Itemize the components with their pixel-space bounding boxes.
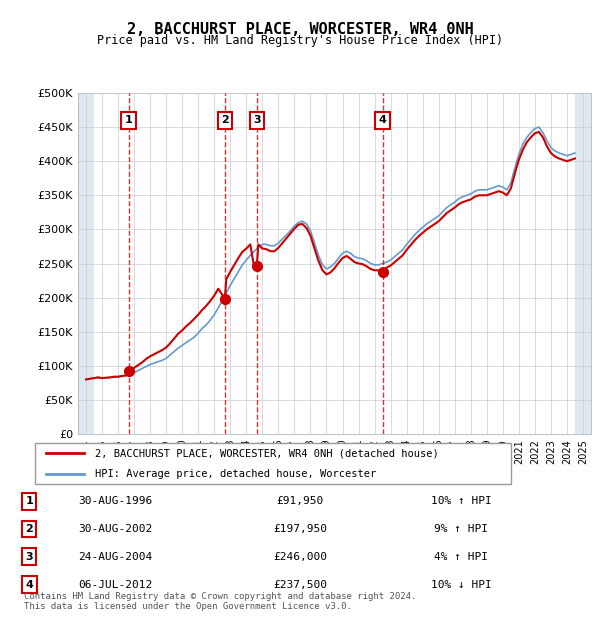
Text: 1: 1 [125,115,133,125]
Text: £237,500: £237,500 [273,580,327,590]
Text: 4% ↑ HPI: 4% ↑ HPI [434,552,488,562]
Text: 24-AUG-2004: 24-AUG-2004 [79,552,153,562]
Text: Price paid vs. HM Land Registry's House Price Index (HPI): Price paid vs. HM Land Registry's House … [97,34,503,47]
Text: 2, BACCHURST PLACE, WORCESTER, WR4 0NH: 2, BACCHURST PLACE, WORCESTER, WR4 0NH [127,22,473,37]
Text: 9% ↑ HPI: 9% ↑ HPI [434,524,488,534]
Text: 3: 3 [253,115,260,125]
Text: Contains HM Land Registry data © Crown copyright and database right 2024.
This d: Contains HM Land Registry data © Crown c… [23,591,416,611]
Text: 10% ↓ HPI: 10% ↓ HPI [431,580,491,590]
Text: 2, BACCHURST PLACE, WORCESTER, WR4 0NH (detached house): 2, BACCHURST PLACE, WORCESTER, WR4 0NH (… [95,448,439,458]
Text: 06-JUL-2012: 06-JUL-2012 [79,580,153,590]
Text: 30-AUG-1996: 30-AUG-1996 [79,496,153,506]
Bar [78,93,94,434]
Text: 10% ↑ HPI: 10% ↑ HPI [431,496,491,506]
Text: 2: 2 [221,115,229,125]
Text: £246,000: £246,000 [273,552,327,562]
Text: HPI: Average price, detached house, Worcester: HPI: Average price, detached house, Worc… [95,469,376,479]
Bar [575,93,591,434]
Text: 1: 1 [25,496,33,506]
Text: 2: 2 [25,524,33,534]
Text: £91,950: £91,950 [277,496,323,506]
Text: 3: 3 [25,552,33,562]
Text: 4: 4 [379,115,386,125]
Text: £197,950: £197,950 [273,524,327,534]
Text: 30-AUG-2002: 30-AUG-2002 [79,524,153,534]
Text: 4: 4 [25,580,33,590]
FancyBboxPatch shape [35,443,511,484]
